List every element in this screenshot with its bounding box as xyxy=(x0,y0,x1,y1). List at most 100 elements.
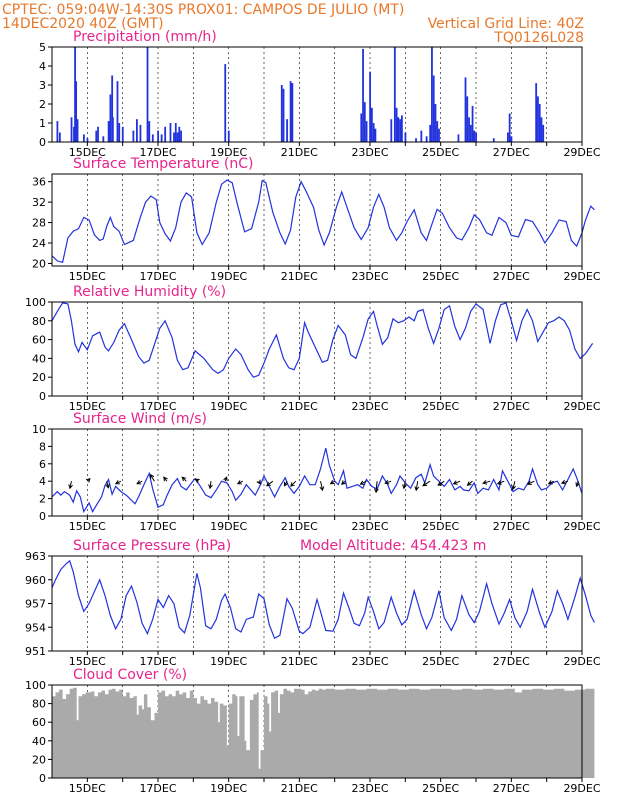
pres-series-line xyxy=(51,559,595,640)
y-tick-label: 954 xyxy=(25,621,46,634)
x-tick-label: 25DEC xyxy=(422,782,459,795)
y-tick-label: 36 xyxy=(32,176,46,189)
x-tick-label: 25DEC xyxy=(422,520,459,533)
precip-bar xyxy=(176,132,179,142)
precip-bar xyxy=(431,47,433,142)
plot-frame xyxy=(51,684,583,779)
cloud-cover-area xyxy=(52,687,595,778)
plot-frame xyxy=(51,428,583,517)
x-tick-label: 19DEC xyxy=(210,782,247,795)
precip-bar xyxy=(425,136,428,142)
precip-bar xyxy=(369,71,371,142)
wind-vector xyxy=(452,480,461,485)
precip-bar xyxy=(224,64,227,142)
precip-bar xyxy=(434,104,437,142)
x-tick-label: 21DEC xyxy=(281,400,318,413)
precip-bar xyxy=(457,134,460,142)
y-tick-label: 8 xyxy=(39,440,46,453)
y-tick-label: 1 xyxy=(39,117,46,130)
precip-bar xyxy=(148,121,151,142)
y-tick-label: 0 xyxy=(39,390,46,403)
wind-vector xyxy=(466,480,473,486)
x-tick-label: 17DEC xyxy=(139,146,176,159)
x-tick-label: 21DEC xyxy=(281,146,318,159)
wind-vector xyxy=(283,480,289,487)
wind-vector xyxy=(384,479,392,485)
precip-bar xyxy=(97,126,99,142)
y-tick-label: 20 xyxy=(32,753,46,766)
x-tick-label: 23DEC xyxy=(351,655,388,668)
x-tick-label: 29DEC xyxy=(563,270,600,283)
model-altitude-label: Model Altitude: 454.423 m xyxy=(300,538,486,554)
x-tick-label: 29DEC xyxy=(563,146,600,159)
precip-bar xyxy=(395,107,398,142)
x-tick-label: 27DEC xyxy=(493,520,530,533)
precip-bar xyxy=(393,47,396,142)
precip-bar xyxy=(404,132,407,142)
wind-vector xyxy=(359,480,367,485)
x-tick-label: 17DEC xyxy=(139,655,176,668)
precip-bar xyxy=(160,134,163,142)
precip-bar xyxy=(58,132,61,142)
precip-bar xyxy=(537,96,539,142)
x-tick-label: 21DEC xyxy=(281,520,318,533)
header-location: CPTEC: 059:04W-14:30S PROX01: CAMPOS DE … xyxy=(2,2,404,18)
precip-bar xyxy=(86,138,89,142)
precip-bar xyxy=(169,123,172,142)
precip-bar xyxy=(429,124,432,142)
wind-vector xyxy=(181,476,187,482)
x-tick-label: 25DEC xyxy=(422,655,459,668)
panel-wind: 0 2 4 6 8 10 15DEC 17DEC 19DEC 21DEC 23DEC 25DEC 27D… xyxy=(32,411,601,533)
precip-bar xyxy=(291,83,294,142)
x-tick-label: 23DEC xyxy=(351,782,388,795)
precip-bar xyxy=(74,47,76,142)
panel-title: Cloud Cover (%) xyxy=(73,667,187,683)
x-tick-label: 15DEC xyxy=(69,270,106,283)
x-tick-label: 27DEC xyxy=(493,655,530,668)
precip-bar xyxy=(432,75,435,142)
panel-temp: 20 24 28 32 36 15DEC 17DEC 19DEC 21DEC 23DEC 25DEC… xyxy=(32,156,601,283)
wind-vector xyxy=(374,481,379,494)
y-tick-label: 957 xyxy=(25,598,46,611)
panel-title: Surface Pressure (hPa) xyxy=(73,538,231,554)
x-tick-label: 29DEC xyxy=(563,655,600,668)
precip-bar xyxy=(76,119,79,142)
wind-vector xyxy=(340,480,346,485)
precip-bar xyxy=(180,130,182,142)
precip-bar xyxy=(83,134,85,142)
y-tick-label: 20 xyxy=(32,371,46,384)
precip-bar xyxy=(282,88,285,142)
x-tick-label: 15DEC xyxy=(69,146,106,159)
x-tick-label: 29DEC xyxy=(563,782,600,795)
precip-bar xyxy=(118,123,121,142)
wind-vector xyxy=(496,480,505,485)
y-tick-label: 10 xyxy=(32,423,46,436)
y-tick-label: 4 xyxy=(39,60,46,73)
x-tick-label: 19DEC xyxy=(210,520,247,533)
precip-bar xyxy=(374,128,377,142)
precip-bar xyxy=(508,113,511,142)
precip-bar xyxy=(492,138,495,142)
precip-bar xyxy=(289,81,292,142)
precip-bar xyxy=(157,130,159,142)
x-tick-label: 25DEC xyxy=(422,270,459,283)
x-tick-label: 23DEC xyxy=(351,400,388,413)
precip-bar xyxy=(420,130,423,142)
precip-bar xyxy=(102,136,105,142)
wind-vector xyxy=(68,481,73,490)
wind-vector xyxy=(256,479,261,485)
panel-title: Surface Temperature (nC) xyxy=(73,156,254,172)
x-tick-label: 15DEC xyxy=(69,782,106,795)
precip-bar xyxy=(436,121,439,142)
precip-bar xyxy=(399,119,402,142)
precip-bar xyxy=(95,130,98,142)
precip-bar xyxy=(475,132,477,142)
wind-vector xyxy=(575,481,580,488)
precip-bar xyxy=(365,121,368,142)
wind-vector xyxy=(136,480,143,485)
x-tick-label: 21DEC xyxy=(281,782,318,795)
precip-bar xyxy=(174,123,177,142)
precip-bar xyxy=(111,75,114,142)
y-tick-label: 80 xyxy=(32,698,46,711)
wind-vector xyxy=(265,480,274,487)
